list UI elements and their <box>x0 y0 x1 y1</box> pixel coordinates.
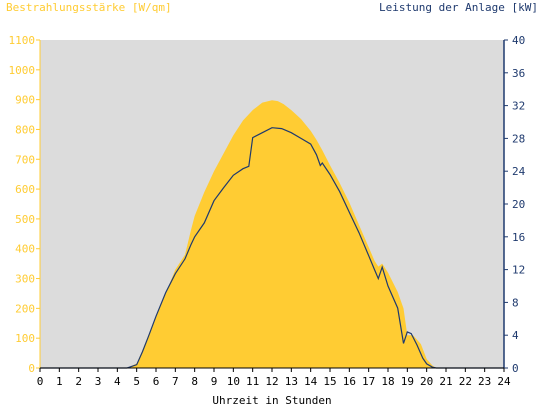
x-tick-label: 16 <box>343 375 356 388</box>
left-tick-label: 600 <box>15 183 35 196</box>
x-axis-title: Uhrzeit in Stunden <box>212 394 332 407</box>
x-tick-label: 10 <box>227 375 240 388</box>
x-tick-label: 8 <box>191 375 198 388</box>
right-tick-label: 0 <box>512 362 519 375</box>
left-tick-label: 1000 <box>9 64 36 77</box>
left-tick-label: 200 <box>15 302 35 315</box>
right-tick-label: 24 <box>512 165 526 178</box>
series-power-line <box>40 127 504 369</box>
x-tick-label: 13 <box>285 375 298 388</box>
left-axis-title: Bestrahlungsstärke [W/qm] <box>6 1 172 14</box>
left-tick-label: 0 <box>28 362 35 375</box>
right-tick-label: 20 <box>512 198 525 211</box>
right-tick-label: 28 <box>512 132 525 145</box>
x-tick-label: 21 <box>439 375 452 388</box>
x-tick-label: 7 <box>172 375 179 388</box>
left-tick-label: 900 <box>15 94 35 107</box>
x-tick-label: 0 <box>37 375 44 388</box>
x-tick-label: 22 <box>459 375 472 388</box>
x-tick-label: 15 <box>323 375 336 388</box>
x-tick-label: 18 <box>381 375 394 388</box>
x-tick-label: 1 <box>56 375 63 388</box>
x-tick-label: 5 <box>133 375 140 388</box>
x-tick-label: 20 <box>420 375 433 388</box>
right-tick-label: 32 <box>512 100 525 113</box>
x-tick-label: 11 <box>246 375 259 388</box>
right-tick-label: 40 <box>512 34 525 47</box>
right-tick-label: 12 <box>512 264 525 277</box>
left-tick-label: 400 <box>15 243 35 256</box>
x-tick-label: 19 <box>401 375 414 388</box>
left-tick-label: 500 <box>15 213 35 226</box>
x-tick-label: 24 <box>497 375 511 388</box>
x-tick-label: 6 <box>153 375 160 388</box>
x-tick-label: 14 <box>304 375 318 388</box>
x-tick-label: 3 <box>95 375 102 388</box>
x-tick-label: 2 <box>75 375 82 388</box>
right-axis-title: Leistung der Anlage [kW] <box>379 1 538 14</box>
x-tick-label: 12 <box>265 375 278 388</box>
x-tick-label: 9 <box>211 375 218 388</box>
x-tick-label: 4 <box>114 375 121 388</box>
right-tick-label: 8 <box>512 296 519 309</box>
right-tick-label: 4 <box>512 329 519 342</box>
x-tick-label: 17 <box>362 375 375 388</box>
left-tick-label: 800 <box>15 123 35 136</box>
series-irradiance-area <box>40 100 504 368</box>
left-tick-label: 700 <box>15 153 35 166</box>
right-tick-label: 16 <box>512 231 525 244</box>
left-tick-label: 100 <box>15 332 35 345</box>
right-tick-label: 36 <box>512 67 525 80</box>
left-tick-label: 1100 <box>9 34 36 47</box>
x-tick-label: 23 <box>478 375 491 388</box>
left-tick-label: 300 <box>15 273 35 286</box>
